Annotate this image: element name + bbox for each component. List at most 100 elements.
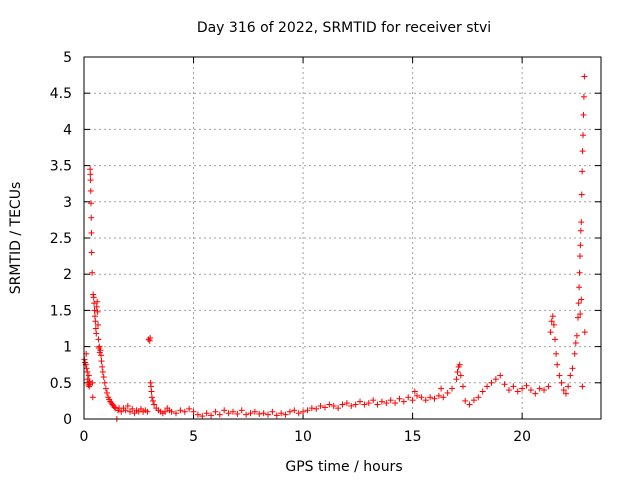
data-point	[92, 318, 99, 325]
data-point	[440, 394, 447, 401]
data-point	[501, 381, 508, 388]
data-point	[409, 397, 416, 404]
data-point	[203, 410, 210, 417]
data-point	[273, 412, 280, 419]
data-point	[100, 374, 107, 381]
data-point	[181, 408, 188, 415]
data-point	[300, 408, 307, 415]
data-point	[580, 111, 587, 118]
data-point	[462, 397, 469, 404]
data-point	[317, 402, 324, 409]
data-point	[243, 411, 250, 418]
grid	[84, 57, 601, 419]
data-point	[454, 368, 461, 375]
data-point	[551, 336, 558, 343]
data-point	[88, 249, 95, 256]
data-point	[459, 383, 466, 390]
data-point	[87, 166, 94, 173]
data-point	[88, 229, 95, 236]
data-point	[578, 219, 585, 226]
y-axis-title: SRMTID / TECUs	[8, 182, 24, 295]
data-point	[549, 313, 556, 320]
data-point	[370, 397, 377, 404]
data-point	[221, 407, 228, 414]
data-point	[357, 398, 364, 405]
data-point	[505, 387, 512, 394]
data-point	[162, 408, 169, 415]
data-point	[148, 394, 155, 401]
data-point	[286, 408, 293, 415]
data-point	[392, 400, 399, 407]
data-point	[91, 307, 98, 314]
data-point	[427, 394, 434, 401]
data-point	[89, 269, 96, 276]
data-point	[484, 383, 491, 390]
data-point	[352, 401, 359, 408]
data-point	[295, 410, 302, 417]
data-point	[87, 187, 94, 194]
data-point	[88, 200, 95, 207]
y-tick-label: 4	[63, 122, 72, 138]
data-point	[523, 382, 530, 389]
data-point	[308, 405, 315, 412]
data-point	[548, 318, 555, 325]
data-point	[569, 365, 576, 372]
data-point	[348, 402, 355, 409]
data-point	[562, 390, 569, 397]
data-point	[374, 401, 381, 408]
data-point	[396, 395, 403, 402]
data-point	[400, 398, 407, 405]
data-point	[234, 410, 241, 417]
data-point	[554, 361, 561, 368]
data-point	[186, 405, 193, 412]
data-point	[99, 368, 106, 375]
data-point	[216, 411, 223, 418]
data-point	[89, 379, 96, 386]
data-point	[129, 405, 136, 412]
plot-frame	[83, 56, 602, 420]
data-point	[102, 385, 109, 392]
x-tick-label: 5	[189, 429, 198, 445]
data-point	[422, 397, 429, 404]
data-point	[519, 385, 526, 392]
data-point	[91, 300, 98, 307]
x-tick-label: 15	[404, 429, 422, 445]
data-point	[229, 408, 236, 415]
data-point	[470, 397, 477, 404]
chart-title: Day 316 of 2022, SRMTID for receiver stv…	[197, 20, 491, 36]
data-point	[87, 177, 94, 184]
y-tick-label: 0	[63, 412, 72, 428]
data-point	[438, 385, 445, 392]
data-point	[378, 398, 385, 405]
data-point	[577, 227, 584, 234]
data-point	[144, 408, 151, 415]
data-point	[577, 311, 584, 318]
data-point	[365, 400, 372, 407]
data-point	[269, 408, 276, 415]
data-point	[260, 410, 267, 417]
data-point	[581, 73, 588, 80]
data-point	[104, 389, 111, 396]
data-point	[168, 408, 175, 415]
y-tick-label: 2	[63, 267, 72, 283]
data-point	[89, 394, 96, 401]
y-tick-label: 5	[63, 50, 72, 66]
data-point	[492, 376, 499, 383]
data-point	[576, 284, 583, 291]
data-point	[177, 407, 184, 414]
data-point	[578, 296, 585, 303]
data-point	[565, 383, 572, 390]
data-point	[581, 329, 588, 336]
data-point	[514, 388, 521, 395]
data-point	[361, 401, 368, 408]
data-point	[87, 171, 94, 178]
data-point	[148, 388, 155, 395]
data-point	[405, 394, 412, 401]
data-point	[95, 336, 102, 343]
data-point	[90, 294, 97, 301]
data-point	[479, 388, 486, 395]
data-point	[444, 389, 451, 396]
data-point	[93, 303, 100, 310]
data-point	[150, 397, 157, 404]
data-point	[122, 407, 129, 414]
